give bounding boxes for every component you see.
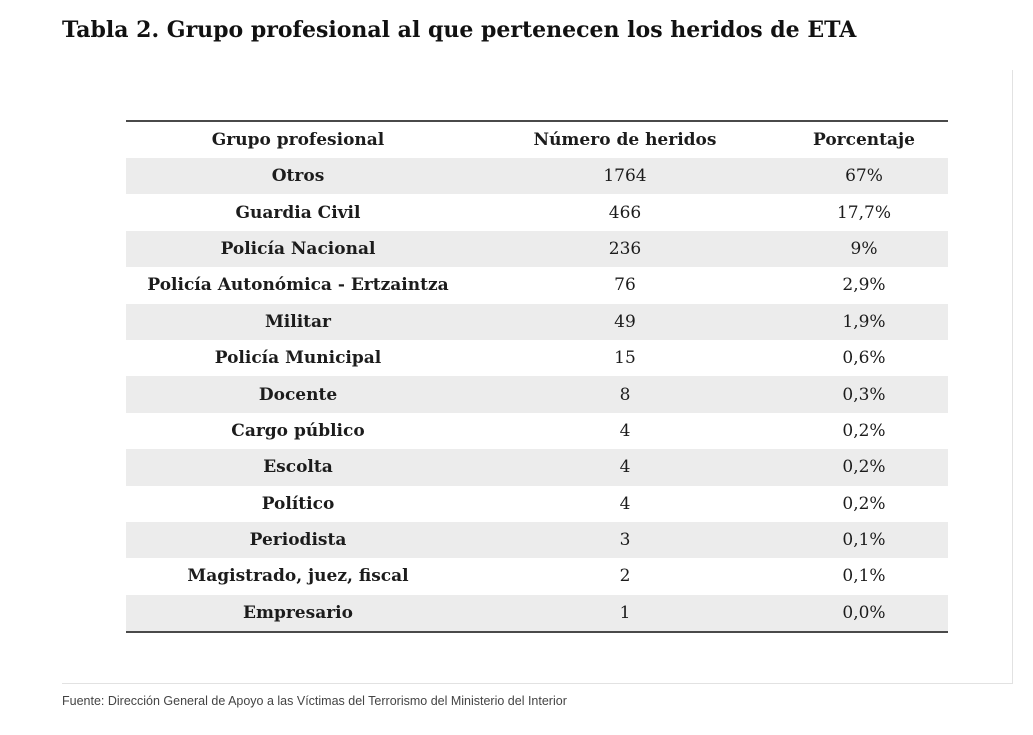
cell-group: Escolta [263, 457, 333, 478]
page-title: Tabla 2. Grupo profesional al que perten… [62, 17, 857, 43]
cell-group: Empresario [243, 602, 353, 623]
injured-by-profession-table: Grupo profesional Número de heridos Porc… [126, 120, 948, 633]
table-row: Político 4 0,2% [126, 485, 948, 522]
table-row: Guardia Civil 466 17,7% [126, 194, 948, 231]
cell-count: 49 [614, 311, 636, 332]
cell-count: 76 [614, 275, 636, 296]
cell-count: 236 [608, 238, 642, 259]
table-row: Magistrado, juez, fiscal 2 0,1% [126, 558, 948, 595]
header-group: Grupo profesional [211, 130, 385, 150]
cell-percent: 2,9% [842, 275, 886, 296]
table-row: Periodista 3 0,1% [126, 521, 948, 559]
cell-percent: 17,7% [836, 202, 891, 223]
table-header-row: Grupo profesional Número de heridos Porc… [126, 121, 948, 158]
cell-percent: 0,2% [842, 420, 886, 441]
cell-count: 3 [619, 530, 631, 551]
table-row: Policía Autonómica - Ertzaintza 76 2,9% [126, 267, 948, 304]
cell-percent: 0,2% [842, 493, 886, 514]
header-count: Número de heridos [533, 130, 717, 150]
cell-group: Cargo público [231, 420, 365, 441]
cell-percent: 0,0% [842, 602, 886, 623]
table-body: Otros 1764 67% Guardia Civil 466 17,7% P… [126, 158, 948, 633]
cell-count: 4 [619, 457, 631, 478]
cell-percent: 0,3% [842, 384, 886, 405]
table-row: Policía Municipal 15 0,6% [126, 339, 948, 377]
table-row: Escolta 4 0,2% [126, 449, 948, 486]
cell-group: Político [261, 493, 335, 514]
table-row: Cargo público 4 0,2% [126, 412, 948, 450]
cell-group: Militar [264, 311, 332, 332]
cell-count: 466 [608, 202, 642, 223]
cell-group: Periodista [249, 530, 347, 551]
cell-percent: 9% [850, 238, 878, 259]
table-row: Empresario 1 0,0% [126, 594, 948, 633]
table-header: Grupo profesional Número de heridos Porc… [126, 121, 948, 158]
cell-percent: 0,6% [842, 348, 886, 369]
header-percent: Porcentaje [813, 130, 915, 150]
cell-percent: 0,1% [842, 566, 886, 587]
cell-count: 2 [619, 566, 631, 587]
cell-count: 1764 [603, 166, 647, 187]
cell-group: Policía Municipal [214, 348, 382, 369]
cell-percent: 1,9% [842, 311, 886, 332]
table-figure-frame [62, 70, 1013, 684]
cell-count: 8 [619, 384, 631, 405]
table-row: Militar 49 1,9% [126, 303, 948, 340]
cell-count: 1 [619, 602, 631, 623]
cell-group: Policía Nacional [220, 238, 376, 259]
cell-group: Guardia Civil [235, 202, 361, 223]
source-note: Fuente: Dirección General de Apoyo a las… [62, 694, 567, 708]
cell-count: 4 [619, 493, 631, 514]
cell-percent: 0,2% [842, 457, 886, 478]
cell-percent: 0,1% [842, 530, 886, 551]
cell-count: 4 [619, 420, 631, 441]
cell-group: Magistrado, juez, fiscal [187, 566, 409, 587]
cell-group: Policía Autonómica - Ertzaintza [147, 275, 449, 296]
table-row: Policía Nacional 236 9% [126, 230, 948, 268]
table-row: Otros 1764 67% [126, 158, 948, 195]
cell-percent: 67% [845, 166, 883, 187]
cell-group: Otros [271, 166, 325, 187]
table-row: Docente 8 0,3% [126, 376, 948, 413]
cell-group: Docente [258, 384, 338, 405]
cell-count: 15 [614, 348, 636, 369]
